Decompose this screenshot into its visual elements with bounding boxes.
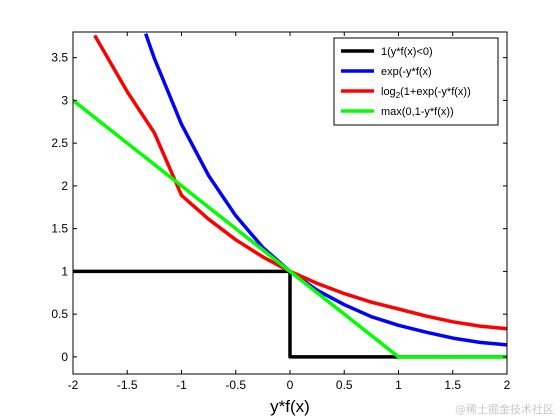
x-tick-label: -2 bbox=[68, 378, 79, 392]
series-line-1 bbox=[144, 33, 507, 347]
y-tick-label: 0.5 bbox=[51, 307, 68, 321]
legend-label-3: max(0,1-y*f(x)) bbox=[381, 106, 454, 118]
legend-label-0: 1(y*f(x)<0) bbox=[381, 46, 433, 58]
x-tick-label: 0 bbox=[287, 378, 294, 392]
legend-label-1: exp(-y*f(x) bbox=[381, 66, 432, 78]
y-tick-label: 1.5 bbox=[51, 222, 68, 236]
legend-label-subscript: 2 bbox=[396, 91, 401, 100]
x-tick-label: 1 bbox=[395, 378, 402, 392]
x-tick-label: -1 bbox=[176, 378, 187, 392]
x-tick-label: 0.5 bbox=[336, 378, 353, 392]
series-line-2 bbox=[93, 34, 507, 331]
x-tick-label: -0.5 bbox=[225, 378, 246, 392]
y-tick-label: 3 bbox=[61, 93, 68, 107]
legend: 1(y*f(x)<0) exp(-y*f(x) log2(1+exp(-y*f(x)… bbox=[333, 37, 499, 126]
y-tick-label: 0 bbox=[61, 350, 68, 364]
x-tick-label: -1.5 bbox=[117, 378, 138, 392]
y-tick-label: 2.5 bbox=[51, 136, 68, 150]
y-tick-label: 3.5 bbox=[51, 51, 68, 65]
x-tick-label: 1.5 bbox=[444, 378, 461, 392]
series-layer bbox=[73, 33, 507, 359]
x-axis-label: y*f(x) bbox=[270, 397, 310, 416]
axes-layer: -2 -1.5 -1 -0.5 0 0.5 1 1.5 2 0 0.5 1 1.5 2 2.5 3 3.5 y*f… bbox=[51, 31, 511, 416]
watermark: @稀土掘金技术社区 bbox=[455, 403, 554, 416]
series-line-3 bbox=[73, 99, 507, 359]
x-tick-label: 2 bbox=[504, 378, 511, 392]
legend-label-2: log2(1+exp(-y*f(x)) bbox=[381, 86, 471, 100]
legend-label-prefix: log bbox=[381, 86, 396, 98]
y-tick-label: 2 bbox=[61, 179, 68, 193]
legend-label-suffix: (1+exp(-y*f(x)) bbox=[400, 86, 471, 98]
series-group bbox=[73, 33, 507, 359]
y-tick-label: 1 bbox=[61, 264, 68, 278]
